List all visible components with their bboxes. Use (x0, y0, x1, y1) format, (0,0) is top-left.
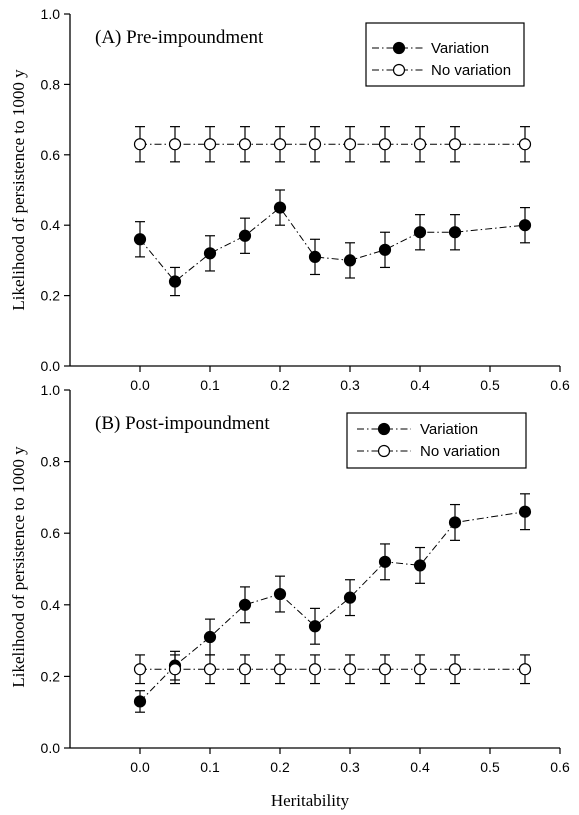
x-tick-label-a: 0.1 (200, 377, 220, 393)
data-point-b-variation (343, 591, 357, 604)
data-point-b-no-variation (448, 663, 462, 676)
y-tick-label-b: 0.4 (41, 597, 61, 613)
data-point-a-no-variation (448, 138, 462, 151)
x-tick-label-a: 0.2 (270, 377, 290, 393)
panel-b-x-axis-title: Heritability (271, 791, 350, 810)
data-point-a-variation (133, 233, 147, 246)
plot-frame-a: 0.0 0.2 0.4 0.6 0.8 1.0 0.0 0.1 0.2 0.3 0.4 0.5 0.6 (41, 6, 570, 393)
data-point-b-variation (378, 555, 392, 568)
data-point-b-variation (273, 587, 287, 601)
x-tick-label-b: 0.3 (340, 759, 360, 775)
data-point-a-variation (168, 275, 182, 288)
data-point-a-variation (448, 226, 462, 239)
legend-b-novariation-label: No variation (420, 443, 500, 460)
data-point-b-variation (413, 559, 427, 572)
y-tick-label-a: 0.2 (41, 288, 61, 304)
y-tick-label-a: 0.8 (41, 76, 61, 92)
data-point-a-variation (378, 243, 392, 256)
data-point-a-variation (518, 219, 532, 232)
y-tick-label-b: 0.0 (41, 740, 61, 756)
data-point-b-variation (238, 598, 252, 611)
data-point-a-no-variation (518, 138, 532, 151)
data-point-b-variation (448, 516, 462, 529)
legend-a-novariation-label: No variation (431, 62, 511, 79)
data-point-b-no-variation (133, 663, 147, 676)
data-point-a-no-variation (378, 138, 392, 151)
series-line-b-variation (139, 511, 526, 702)
x-tick-label-b: 0.0 (130, 759, 150, 775)
data-point-b-no-variation (308, 663, 322, 676)
panel-a-legend-box (365, 22, 525, 87)
panel-a-marks (133, 126, 532, 297)
y-tick-label-b: 0.6 (41, 525, 61, 541)
x-tick-label-a: 0.4 (410, 377, 430, 393)
x-tick-label-a: 0.6 (550, 377, 570, 393)
legend-a-variation-marker (392, 41, 406, 55)
data-point-a-variation (413, 226, 427, 239)
data-point-b-no-variation (273, 663, 287, 676)
x-tick-label-b: 0.6 (550, 759, 570, 775)
x-tick-label-a: 0.5 (480, 377, 500, 393)
legend-b-variation-marker (377, 422, 391, 436)
y-tick-label-b: 0.2 (41, 668, 61, 684)
panel-b-title: (B) Post-impoundment (95, 413, 270, 434)
data-point-a-no-variation (343, 138, 357, 151)
data-point-a-no-variation (273, 138, 287, 151)
x-tick-label-a: 0.0 (130, 377, 150, 393)
x-tick-label-b: 0.2 (270, 759, 290, 775)
data-point-b-no-variation (238, 663, 252, 676)
y-tick-label-a: 0.0 (41, 358, 61, 374)
data-point-a-variation (308, 250, 322, 263)
data-point-a-variation (273, 201, 287, 214)
data-point-a-no-variation (238, 138, 252, 151)
panel-b-marks (133, 493, 532, 713)
data-point-a-no-variation (168, 138, 182, 151)
data-point-b-no-variation (343, 663, 357, 676)
y-tick-label-a: 0.6 (41, 147, 61, 163)
data-point-b-variation (308, 620, 322, 633)
data-point-b-no-variation (378, 663, 392, 676)
panel-a-legend: Variation No variation (365, 22, 525, 87)
x-tick-label-b: 0.5 (480, 759, 500, 775)
data-point-a-variation (203, 247, 217, 260)
panel-b-legend: Variation No variation (346, 412, 527, 469)
x-tick-label-b: 0.4 (410, 759, 430, 775)
y-tick-label-b: 0.8 (41, 454, 61, 470)
x-tick-label-a: 0.3 (340, 377, 360, 393)
panel-b-y-axis-title: Likelihood of persistence to 1000 y (9, 446, 28, 688)
legend-b-novariation-marker (377, 444, 391, 458)
y-tick-label-a: 0.4 (41, 217, 61, 233)
data-point-b-no-variation (518, 663, 532, 676)
data-point-a-no-variation (133, 138, 147, 151)
x-tick-label-b: 0.1 (200, 759, 220, 775)
data-point-a-no-variation (308, 138, 322, 151)
series-line-a-variation (139, 206, 526, 283)
panel-a-y-axis-title: Likelihood of persistence to 1000 y (9, 69, 28, 311)
y-tick-label-b: 1.0 (41, 382, 61, 398)
data-point-b-variation (133, 695, 147, 708)
legend-a-variation-label: Variation (431, 40, 489, 57)
data-point-a-variation (343, 254, 357, 267)
data-point-b-variation (518, 505, 532, 518)
data-point-a-variation (238, 229, 252, 242)
panel-b: 0.00.20.40.60.81.00.0 0.1 0.2 0.3 0.4 0.5 0.6 … (9, 382, 570, 810)
data-point-b-no-variation (413, 663, 427, 676)
data-point-b-no-variation (203, 663, 217, 676)
panel-a: 0.00.20.40.60.81.00.0 0.1 0.2 0.3 0.4 0.5 0.6 … (9, 6, 570, 393)
plot-frame-b: 0.0 0.2 0.4 0.6 0.8 1.0 0.0 0.1 0.2 0.3 0.4 0.5 0.6 (41, 382, 570, 775)
data-point-b-variation (203, 630, 217, 644)
data-point-a-no-variation (413, 138, 427, 151)
data-point-a-no-variation (203, 138, 217, 151)
legend-a-novariation-marker (392, 63, 406, 77)
panel-a-title: (A) Pre-impoundment (95, 27, 264, 48)
legend-b-variation-label: Variation (420, 421, 478, 438)
y-tick-label-a: 1.0 (41, 6, 61, 22)
data-point-b-no-variation (168, 663, 182, 676)
panel-b-legend-box (346, 412, 527, 469)
